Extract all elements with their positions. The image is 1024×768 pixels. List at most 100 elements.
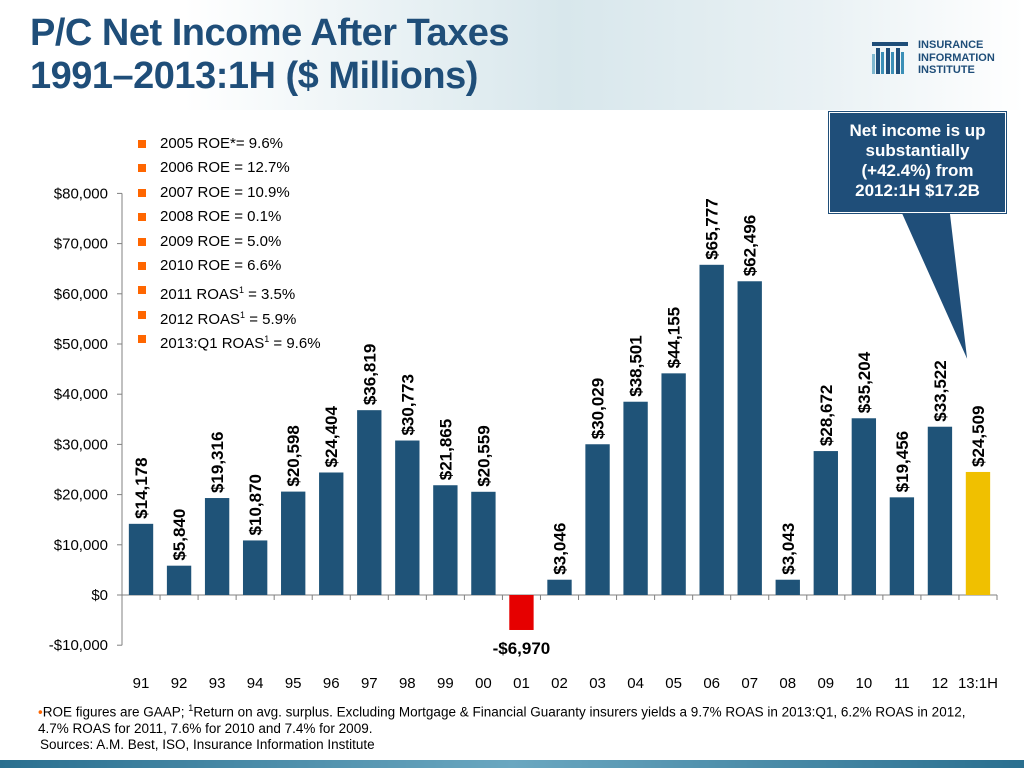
legend-bullet-icon	[138, 310, 146, 319]
bar	[433, 485, 458, 595]
x-tick-label: 03	[589, 675, 606, 692]
legend-item: 2012 ROAS1 = 5.9%	[138, 303, 321, 328]
footnote-part1: ROE figures are GAAP;	[42, 704, 189, 720]
sources-text: Sources: A.M. Best, ISO, Insurance Infor…	[40, 737, 375, 752]
data-label: $36,819	[360, 344, 379, 405]
y-tick-label: $50,000	[54, 336, 108, 353]
iii-logo: INSURANCE INFORMATION INSTITUTE	[870, 38, 1015, 80]
data-label: $62,496	[741, 215, 760, 276]
bar	[965, 471, 991, 595]
data-label: $28,672	[817, 385, 836, 446]
bar	[851, 418, 877, 595]
bar	[699, 264, 724, 595]
x-tick-label: 95	[285, 675, 302, 692]
legend-item: 2006 ROE = 12.7%	[138, 156, 321, 180]
logo-line-2: INFORMATION	[918, 51, 995, 64]
x-tick-label: 99	[437, 675, 454, 692]
title-line-1: P/C Net Income After Taxes	[30, 12, 510, 54]
data-label: $20,559	[474, 425, 493, 486]
x-tick-label: 05	[665, 675, 682, 692]
y-tick-label: $10,000	[54, 537, 108, 554]
y-tick-label: $40,000	[54, 386, 108, 403]
data-label: -$6,970	[493, 639, 551, 658]
bar	[204, 498, 230, 595]
legend-item: 2011 ROAS1 = 3.5%	[138, 278, 321, 304]
data-label: $35,204	[855, 351, 874, 413]
legend-text: 2009 ROE = 5.0%	[160, 232, 282, 250]
x-tick-label: 10	[856, 675, 873, 692]
footnote-bullet: •	[38, 704, 43, 720]
bar	[927, 426, 953, 595]
legend-item: 2009 ROE = 5.0%	[138, 230, 321, 254]
legend-bullet-icon	[138, 237, 146, 246]
legend-item: 2010 ROE = 6.6%	[138, 254, 321, 278]
page-title: P/C Net Income After Taxes 1991–2013:1H …	[30, 12, 510, 98]
data-label: $20,598	[284, 425, 303, 486]
footnote-sup: 1	[188, 703, 194, 713]
y-tick-label: $70,000	[54, 236, 108, 253]
legend-item: 2007 ROE = 10.9%	[138, 181, 321, 205]
y-tick-label: $60,000	[54, 286, 108, 303]
callout-box: Net income is up substantially (+42.4%) …	[828, 111, 1007, 214]
logo-text: INSURANCE INFORMATION INSTITUTE	[918, 39, 995, 77]
bar	[395, 440, 420, 595]
y-tick-label: $80,000	[54, 185, 108, 202]
data-label: $44,155	[665, 307, 684, 368]
y-tick-label: $0	[91, 587, 108, 604]
legend-rest: = 5.9%	[245, 310, 297, 328]
bar	[242, 540, 268, 595]
bar	[509, 595, 534, 630]
x-tick-label: 96	[323, 675, 340, 692]
bar	[547, 579, 572, 595]
bar	[661, 373, 686, 595]
legend-bullet-icon	[138, 286, 146, 295]
bar	[128, 523, 154, 595]
legend-rest: = 9.6%	[269, 335, 321, 353]
x-tick-label: 04	[627, 675, 644, 692]
data-label: $24,404	[322, 405, 341, 467]
data-label: $10,870	[246, 474, 265, 535]
legend-bullet-icon	[138, 140, 146, 148]
legend-text: 2012 ROAS	[160, 310, 241, 328]
bar	[166, 565, 192, 595]
legend-text: 2013:Q1 ROAS	[160, 335, 265, 353]
legend-rest: = 3.5%	[243, 286, 296, 304]
x-tick-label: 12	[932, 675, 949, 692]
bar	[281, 491, 306, 595]
data-label: $14,178	[132, 457, 151, 518]
x-tick-label: 02	[551, 675, 568, 692]
y-tick-label: -$10,000	[49, 637, 108, 654]
x-tick-label: 97	[361, 675, 378, 692]
legend-bullet-icon	[138, 188, 146, 197]
callout-text: Net income is up substantially (+42.4%) …	[849, 121, 986, 200]
x-tick-label: 00	[475, 675, 492, 692]
bar	[623, 401, 648, 595]
legend-text: 2007 ROE = 10.9%	[160, 183, 290, 201]
y-tick-label: $20,000	[54, 487, 108, 504]
x-tick-label: 98	[399, 675, 416, 692]
legend-text: 2005 ROE*= 9.6%	[160, 135, 283, 152]
x-tick-label: 13:1H	[958, 675, 998, 692]
x-tick-label: 09	[817, 675, 834, 692]
bar	[889, 497, 915, 595]
data-label: $19,456	[893, 431, 912, 492]
bar	[585, 444, 610, 595]
bottom-band	[0, 760, 1024, 768]
data-label: $3,043	[779, 523, 798, 575]
legend-text: 2008 ROE = 0.1%	[160, 208, 282, 226]
data-label: $3,046	[551, 523, 570, 575]
data-label: $21,865	[436, 419, 455, 480]
y-tick-label: $30,000	[54, 436, 108, 453]
legend-sup: 1	[238, 285, 244, 296]
legend-sup: 1	[264, 334, 270, 345]
logo-line-1: INSURANCE	[918, 39, 984, 51]
x-tick-label: 06	[703, 675, 720, 692]
header-band	[0, 0, 1024, 110]
data-label: $19,316	[208, 432, 227, 493]
x-tick-label: 11	[894, 675, 910, 692]
legend-text: 2010 ROE = 6.6%	[160, 256, 282, 274]
x-tick-label: 08	[779, 675, 796, 692]
legend-sup: 1	[240, 309, 246, 320]
data-label: $33,522	[931, 360, 950, 421]
